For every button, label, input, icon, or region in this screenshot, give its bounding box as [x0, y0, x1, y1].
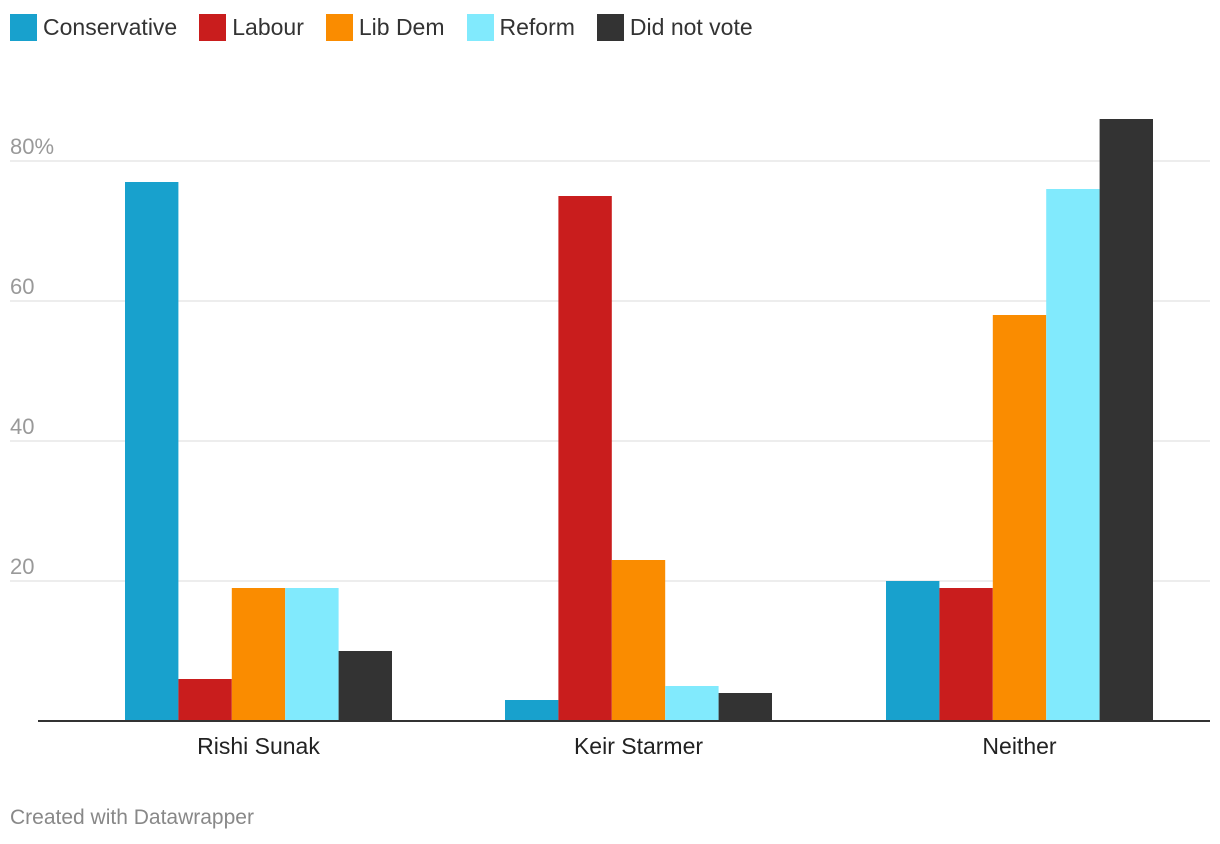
- bar-rishi-sunak-did-not-vote: [338, 651, 392, 721]
- credit-text: Created with Datawrapper: [10, 806, 254, 829]
- y-tick-label: 60: [10, 274, 34, 299]
- legend-label: Labour: [232, 13, 304, 40]
- legend-label: Conservative: [43, 13, 178, 40]
- bars: [125, 119, 1153, 721]
- bar-neither-reform: [1046, 189, 1100, 721]
- bar-neither-did-not-vote: [1099, 119, 1153, 721]
- x-tick-label: Keir Starmer: [574, 733, 703, 759]
- legend-label: Lib Dem: [358, 13, 445, 40]
- bar-keir-starmer-did-not-vote: [718, 693, 772, 721]
- bar-rishi-sunak-lib-dem: [231, 588, 286, 721]
- legend-swatch: [325, 13, 353, 41]
- y-tick-label: 40: [10, 414, 34, 439]
- x-tick-label: Neither: [982, 733, 1056, 759]
- bar-neither-lib-dem: [992, 315, 1047, 721]
- legend-swatch: [466, 13, 494, 41]
- bar-rishi-sunak-conservative: [125, 182, 179, 721]
- legend-item-labour: Labour: [199, 13, 304, 41]
- bar-rishi-sunak-reform: [285, 588, 339, 721]
- legend-item-did-not-vote: Did not vote: [596, 13, 753, 41]
- legend-label: Did not vote: [629, 13, 753, 40]
- bar-neither-labour: [939, 588, 993, 721]
- legend-item-reform: Reform: [466, 13, 575, 41]
- category-labels: Rishi Sunak Keir Starmer Neither: [197, 733, 1057, 759]
- legend-label: Reform: [499, 13, 575, 40]
- bar-keir-starmer-reform: [665, 686, 719, 721]
- y-tick-label: 80%: [10, 134, 54, 159]
- bar-keir-starmer-conservative: [505, 700, 559, 721]
- legend-swatch: [10, 13, 37, 41]
- bar-keir-starmer-lib-dem: [611, 560, 666, 721]
- legend-item-conservative: Conservative: [10, 13, 178, 41]
- y-tick-label: 20: [10, 554, 34, 579]
- bar-neither-conservative: [886, 581, 940, 721]
- legend-item-lib-dem: Lib Dem: [325, 13, 445, 41]
- x-tick-label: Rishi Sunak: [197, 733, 320, 759]
- chart-legend: Conservative Labour Lib Dem Reform Did not v…: [10, 12, 775, 42]
- legend-swatch: [199, 13, 227, 41]
- bar-rishi-sunak-labour: [178, 679, 232, 721]
- legend-swatch: [596, 13, 624, 41]
- bar-keir-starmer-labour: [558, 196, 612, 721]
